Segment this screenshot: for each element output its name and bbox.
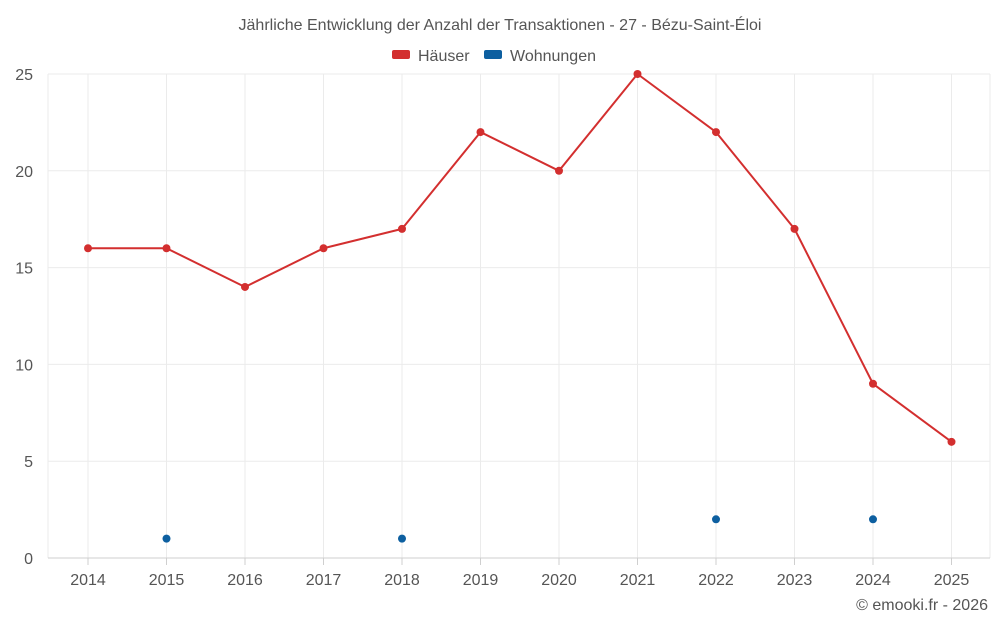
chart-title: Jährliche Entwicklung der Anzahl der Tra… xyxy=(239,15,762,34)
legend: Häuser Wohnungen xyxy=(392,48,596,65)
legend-item-wohnungen[interactable]: Wohnungen xyxy=(484,48,596,65)
legend-item-haeuser[interactable]: Häuser xyxy=(392,48,470,65)
x-tick-label: 2015 xyxy=(149,572,185,589)
data-point-haeuser[interactable] xyxy=(947,437,956,446)
y-tick-label: 15 xyxy=(15,261,33,278)
data-point-wohnungen[interactable] xyxy=(869,515,877,524)
y-tick-label: 25 xyxy=(15,67,33,84)
x-tick-label: 2014 xyxy=(70,572,106,589)
axes xyxy=(47,74,991,565)
x-tick-label: 2016 xyxy=(227,572,263,589)
series xyxy=(84,70,956,543)
x-tick-label: 2023 xyxy=(777,572,813,589)
data-point-haeuser[interactable] xyxy=(633,70,642,78)
data-point-wohnungen[interactable] xyxy=(712,515,720,524)
x-tick-label: 2018 xyxy=(384,572,420,589)
data-point-haeuser[interactable] xyxy=(398,224,406,233)
y-tick-label: 0 xyxy=(24,551,33,568)
data-point-haeuser[interactable] xyxy=(241,282,249,291)
gridlines xyxy=(48,73,990,558)
data-point-wohnungen[interactable] xyxy=(398,534,406,543)
data-point-haeuser[interactable] xyxy=(476,128,485,137)
copyright-footer: © emooki.fr - 2026 xyxy=(856,597,988,614)
x-tick-label: 2020 xyxy=(541,572,577,589)
x-tick-label: 2022 xyxy=(698,572,734,589)
data-point-haeuser[interactable] xyxy=(790,224,799,233)
series-wohnungen xyxy=(162,515,877,543)
legend-swatch-haeuser xyxy=(392,50,410,59)
x-tick-label: 2017 xyxy=(306,572,342,589)
x-tick-label: 2024 xyxy=(855,572,891,589)
y-axis-ticks: 0 5 10 15 20 25 xyxy=(15,67,33,568)
legend-label-wohnungen: Wohnungen xyxy=(510,48,596,65)
series-line-haeuser xyxy=(88,73,953,443)
data-point-haeuser[interactable] xyxy=(555,166,563,175)
x-axis-ticks: 2014 2015 2016 2017 2018 2019 2020 2021 2022 2023… xyxy=(70,572,969,589)
data-point-haeuser[interactable] xyxy=(162,244,171,253)
legend-label-haeuser: Häuser xyxy=(418,48,470,65)
y-tick-label: 10 xyxy=(15,357,33,374)
y-tick-label: 20 xyxy=(15,164,33,181)
data-point-haeuser[interactable] xyxy=(712,128,720,137)
data-point-haeuser[interactable] xyxy=(869,379,877,388)
x-tick-label: 2025 xyxy=(934,572,970,589)
series-haeuser xyxy=(84,70,956,446)
data-point-haeuser[interactable] xyxy=(319,244,328,253)
x-tick-label: 2019 xyxy=(463,572,499,589)
data-point-haeuser[interactable] xyxy=(84,244,92,253)
y-tick-label: 5 xyxy=(24,454,33,471)
data-point-wohnungen[interactable] xyxy=(162,534,171,543)
x-tick-label: 2021 xyxy=(620,572,656,589)
legend-swatch-wohnungen xyxy=(484,50,502,59)
